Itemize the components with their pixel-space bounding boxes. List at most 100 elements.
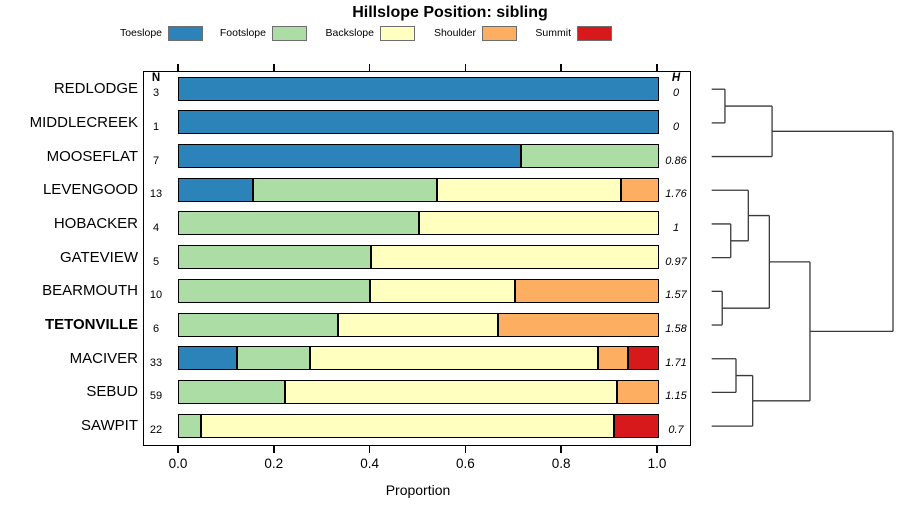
category-label-redlodge: REDLODGE [53,80,138,98]
chart-title: Hillslope Position: sibling [352,4,548,21]
x-tick-top [273,64,275,71]
h-value: 1.71 [665,356,687,369]
category-label-mooseflat: MOOSEFLAT [46,147,138,165]
category-label-hobacker: HOBACKER [53,214,138,232]
legend-label: Shoulder [433,27,476,39]
bar-row-middlecreek [178,110,659,135]
n-value: 22 [149,424,163,437]
x-tick-label: 0.0 [168,456,188,471]
bar-segment-backslope [369,279,514,302]
legend-swatch-summit [577,26,612,41]
h-value: 0.97 [665,255,687,268]
h-value: 1.76 [665,188,687,201]
category-label-maciver: MACIVER [69,349,138,367]
h-value: 0.7 [668,424,684,437]
category-label-sawpit: SAWPIT [81,417,138,435]
bar-segment-toeslope [179,145,520,168]
legend-label: Summit [535,27,571,39]
category-label-tetonville: TETONVILLE [44,316,138,334]
bar-segment-toeslope [179,77,658,100]
legend-swatch-backslope [380,26,415,41]
legend-swatch-shoulder [482,26,517,41]
bar-segment-shoulder [513,279,658,302]
x-tick-label: 0.6 [456,456,475,471]
n-value: 7 [152,154,160,167]
n-column-header: N [151,72,161,84]
bar-segment-toeslope [179,347,236,370]
bar-segment-shoulder [615,380,658,403]
x-tick-label: 1.0 [647,456,667,471]
bar-segment-footslope [179,414,201,437]
x-tick-label: 0.4 [360,456,379,471]
legend-swatch-toeslope [168,26,203,41]
category-label-sebud: SEBUD [86,383,138,401]
h-value: 0 [672,87,680,100]
x-tick-bottom [177,446,179,453]
bar-segment-backslope [283,380,616,403]
bar-segment-footslope [179,313,338,336]
legend-swatch-footslope [272,26,307,41]
x-tick-bottom [656,446,658,453]
bar-segment-summit [612,414,658,437]
x-tick-bottom [464,446,467,453]
bar-row-levengood [178,177,659,202]
bar-segment-footslope [179,246,370,269]
x-tick-bottom [560,446,562,453]
bar-segment-toeslope [179,178,252,201]
bar-segment-backslope [369,246,658,269]
bar-row-maciver [178,346,659,371]
h-value: 0.86 [665,154,687,167]
x-tick-bottom [368,446,371,453]
legend-label: Backslope [325,27,374,39]
bar-row-redlodge [178,76,659,101]
bar-segment-backslope [309,347,597,370]
bar-segment-footslope [179,212,418,235]
bar-row-sawpit [178,413,659,438]
bar-segment-footslope [179,279,369,302]
x-tick-top [656,64,658,71]
h-value: 1.58 [665,323,687,336]
n-value: 13 [149,188,163,201]
x-tick-top [368,64,371,71]
x-tick-top [560,64,562,71]
bar-segment-footslope [519,145,658,168]
n-value: 4 [152,221,160,234]
bar-segment-shoulder [619,178,658,201]
bar-segment-toeslope [179,111,658,134]
n-value: 10 [149,289,163,302]
bar-segment-backslope [435,178,620,201]
h-value: 1.57 [665,289,687,302]
bar-segment-footslope [251,178,436,201]
bar-segment-backslope [337,313,498,336]
bar-segment-footslope [179,380,284,403]
n-value: 1 [152,120,160,133]
legend-label: Toeslope [119,27,162,39]
x-axis-label: Proportion [385,482,451,498]
h-value: 1 [672,221,680,234]
category-label-bearmouth: BEARMOUTH [42,282,138,300]
x-tick-label: 0.8 [551,456,571,471]
h-value: 0 [672,120,680,133]
h-value: 1.15 [665,390,687,403]
bar-segment-shoulder [497,313,658,336]
bar-segment-footslope [235,347,310,370]
plot-area [143,71,691,446]
bar-row-hobacker [178,211,659,236]
bar-row-tetonville [178,312,659,337]
n-value: 59 [149,390,163,403]
dendrogram [711,88,894,427]
bar-row-bearmouth [178,278,659,303]
n-value: 6 [152,323,160,336]
bar-segment-backslope [200,414,613,437]
bar-segment-backslope [417,212,658,235]
h-column-header: H [671,72,681,84]
category-label-levengood: LEVENGOOD [42,181,138,199]
category-label-gateview: GATEVIEW [59,248,138,266]
n-value: 3 [152,87,160,100]
x-tick-top [464,64,467,71]
x-tick-top [177,64,179,71]
bar-row-gateview [178,245,659,270]
n-value: 5 [152,255,160,268]
n-value: 33 [149,356,163,369]
